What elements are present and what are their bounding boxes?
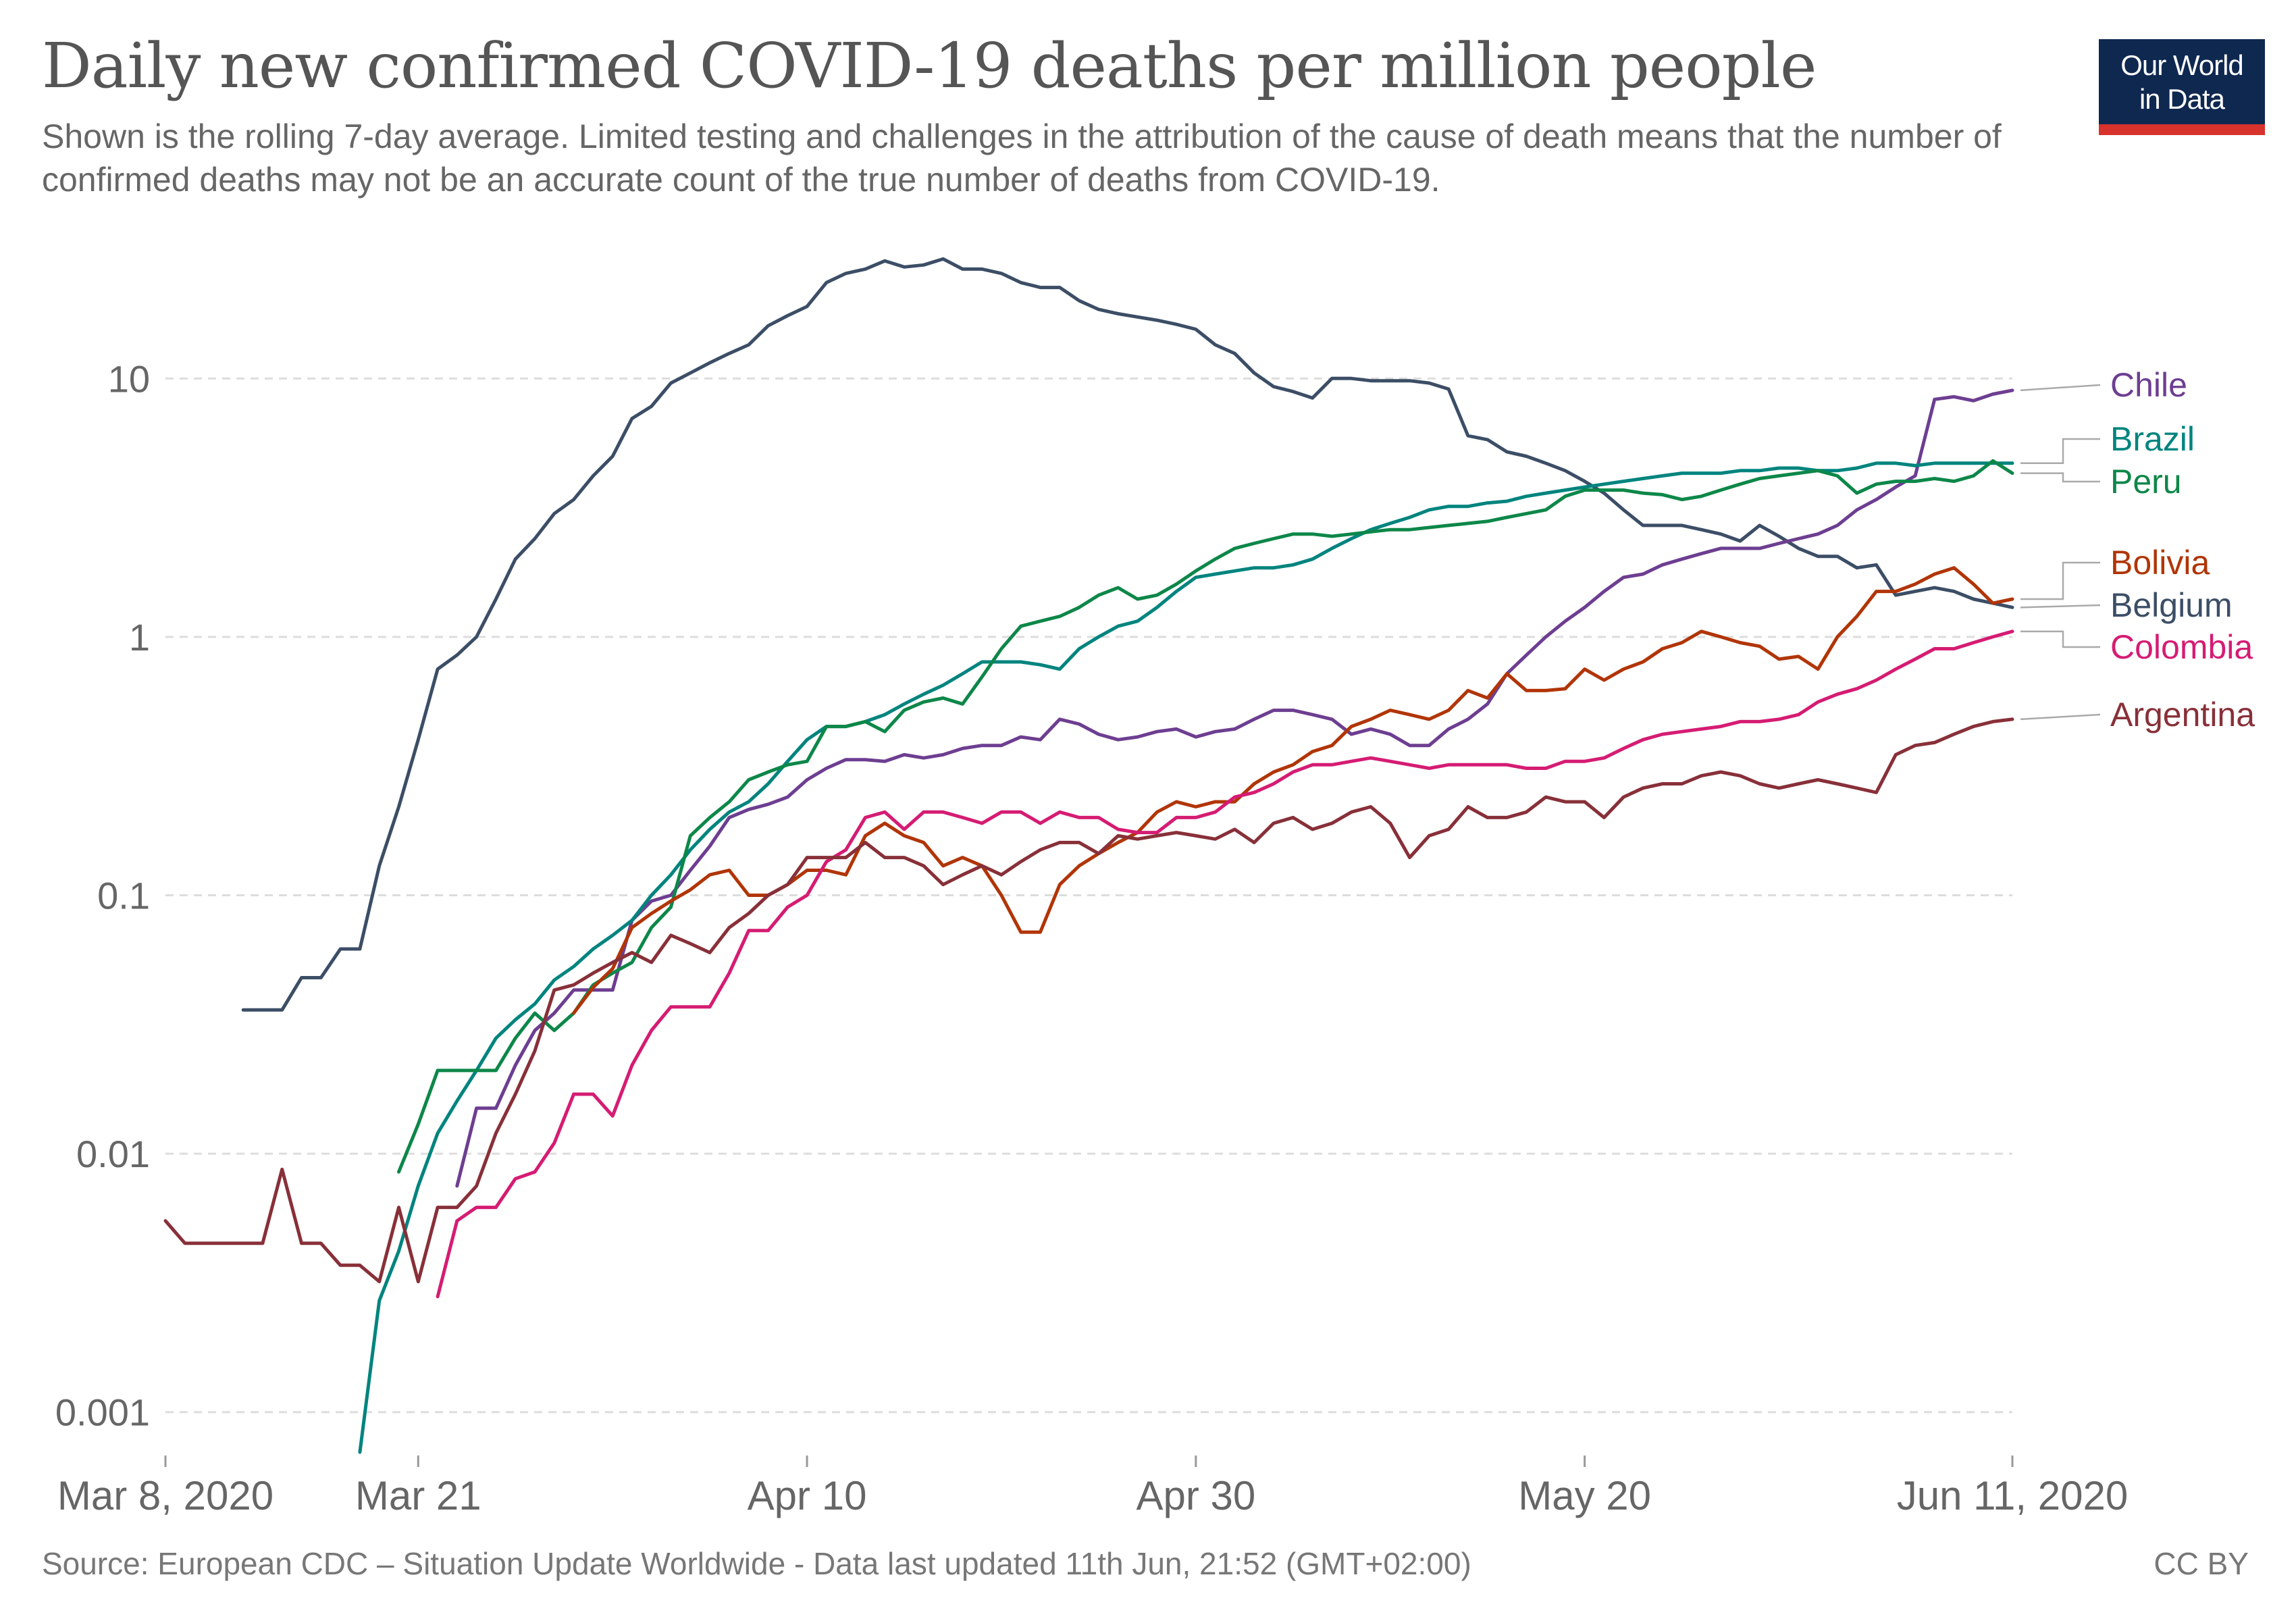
gridlines [165,377,2012,1414]
series-lines [163,257,2014,1454]
x-axis: Mar 8, 2020 Mar 21 Apr 10 Apr 30 May 20 Jun 1… [57,1456,2128,1518]
x-tick-label: May 20 [1518,1473,1651,1518]
y-tick-label: 1 [129,616,150,659]
x-tick-label: Mar 21 [355,1473,481,1518]
leader-line [2020,604,2101,609]
logo-text: Our World in Data [2099,49,2265,116]
license-label[interactable]: CC BY [2154,1546,2249,1581]
x-tick-label: Apr 10 [748,1473,867,1518]
source-note[interactable]: Source: European CDC – Situation Update … [42,1546,1471,1581]
leader-line [2020,384,2101,392]
series-line-peru[interactable] [397,459,2014,1174]
leader-line [2020,630,2100,648]
logo-line-1: Our World [2120,49,2244,81]
chart-subtitle: Shown is the rolling 7-day average. Limi… [42,118,2002,199]
series-label-chile[interactable]: Chile [2110,366,2187,404]
series-line-brazil[interactable] [358,461,2014,1454]
series-label-peru[interactable]: Peru [2110,463,2182,500]
series-line-colombia[interactable] [436,629,2014,1299]
series-line-belgium[interactable] [241,257,2014,1012]
owid-logo[interactable]: Our World in Data [2099,39,2265,135]
series-label-bolivia[interactable]: Bolivia [2110,544,2210,582]
series-line-bolivia[interactable] [572,566,2014,1015]
x-tick-label: Mar 8, 2020 [57,1473,273,1518]
x-tick-label: Apr 30 [1136,1473,1255,1518]
leader-line [2020,472,2100,483]
series-labels: Belgium Chile Brazil Peru Bolivia Colombia Arg… [2020,366,2255,734]
y-axis: 0.001 0.01 0.1 1 10 [55,357,150,1433]
chart-title: Daily new confirmed COVID-19 deaths per … [42,30,1817,102]
y-tick-label: 0.01 [76,1133,150,1175]
series-label-colombia[interactable]: Colombia [2110,628,2253,666]
x-tick-label: Jun 11, 2020 [1897,1473,2129,1518]
series-label-argentina[interactable]: Argentina [2110,696,2255,734]
logo-line-2: in Data [2139,83,2225,115]
y-tick-label: 10 [108,357,150,400]
series-line-argentina[interactable] [163,717,2014,1283]
y-tick-label: 0.1 [97,875,150,917]
leader-line [2020,713,2101,721]
y-tick-label: 0.001 [55,1391,150,1434]
leader-line [2020,561,2100,600]
logo-red-bar [2099,124,2265,135]
series-line-chile[interactable] [455,388,2014,1188]
series-label-brazil[interactable]: Brazil [2110,420,2195,458]
series-label-belgium[interactable]: Belgium [2110,586,2233,624]
leader-line [2020,438,2100,465]
